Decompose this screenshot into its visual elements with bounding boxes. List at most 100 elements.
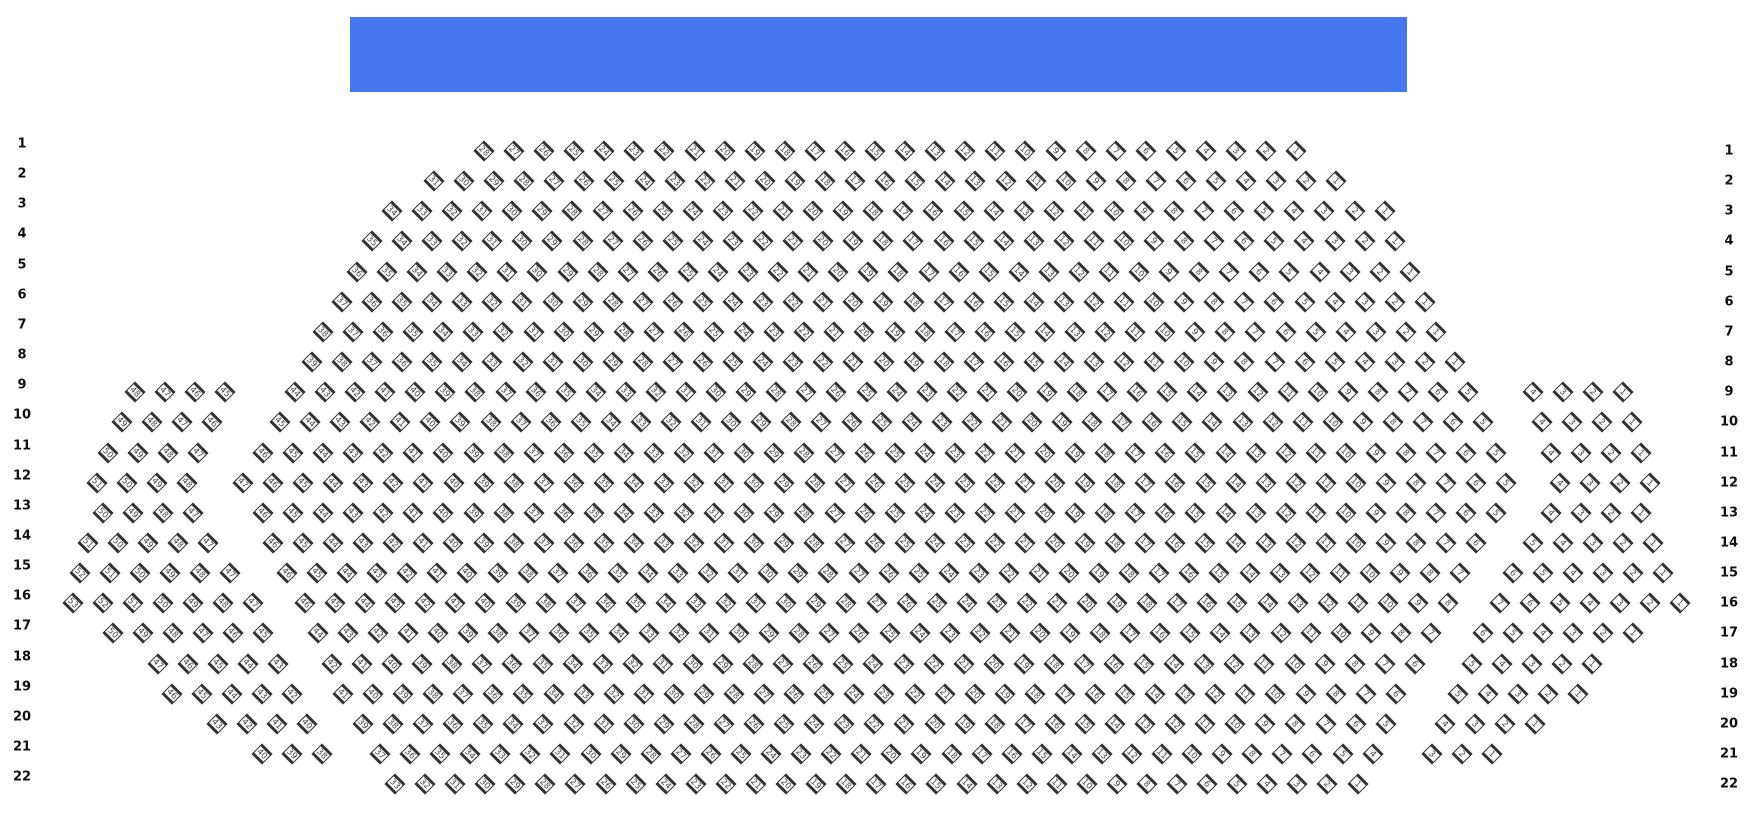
seat[interactable]: 46 xyxy=(294,592,316,614)
seat[interactable]: 2 xyxy=(1639,592,1661,614)
seat[interactable]: 39 xyxy=(449,411,472,433)
seat[interactable]: 34 xyxy=(655,592,677,614)
seat[interactable]: 20 xyxy=(923,713,946,735)
seat[interactable]: 4 xyxy=(1195,140,1217,162)
seat[interactable]: 26 xyxy=(594,773,617,795)
seat[interactable]: 34 xyxy=(613,441,635,464)
seat[interactable]: 22 xyxy=(715,773,737,795)
seat[interactable]: 53 xyxy=(62,592,84,614)
seat[interactable]: 7 xyxy=(1425,502,1447,524)
seat[interactable]: 45 xyxy=(252,622,274,644)
seat[interactable]: 43 xyxy=(342,441,364,464)
seat[interactable]: 16 xyxy=(1044,713,1066,735)
seat[interactable]: 25 xyxy=(870,411,893,433)
seat[interactable]: 22 xyxy=(974,502,996,524)
seat[interactable]: 7 xyxy=(1355,683,1377,705)
seat[interactable]: 8 xyxy=(1344,652,1366,675)
seat[interactable]: 8 xyxy=(1390,622,1412,644)
seat[interactable]: 1 xyxy=(1567,683,1589,705)
seat[interactable]: 4 xyxy=(1549,472,1571,494)
seat[interactable]: 46 xyxy=(177,652,199,675)
seat[interactable]: 1 xyxy=(1524,713,1546,735)
seat[interactable]: 24 xyxy=(692,230,714,253)
seat[interactable]: 43 xyxy=(352,532,374,554)
seat[interactable]: 3 xyxy=(1354,291,1376,313)
seat[interactable]: 29 xyxy=(805,592,827,614)
seat[interactable]: 21 xyxy=(724,170,746,192)
seat[interactable]: 3 xyxy=(1421,743,1443,765)
seat[interactable]: 32 xyxy=(683,472,705,494)
seat[interactable]: 5 xyxy=(1253,200,1275,222)
seat[interactable]: 3 xyxy=(1579,472,1601,494)
seat[interactable]: 18 xyxy=(1089,622,1111,644)
seat[interactable]: 22 xyxy=(812,351,834,373)
seat[interactable]: 3 xyxy=(1521,652,1543,675)
seat[interactable]: 4 xyxy=(1235,170,1257,192)
seat[interactable]: 38 xyxy=(464,381,487,403)
seat[interactable]: 25 xyxy=(908,562,930,584)
seat[interactable]: 5 xyxy=(1485,502,1507,524)
seat[interactable]: 10 xyxy=(1055,170,1077,192)
seat[interactable]: 11 xyxy=(1143,351,1165,373)
seat[interactable]: 36 xyxy=(563,532,585,554)
seat[interactable]: 34 xyxy=(613,502,635,524)
seat[interactable]: 5 xyxy=(1324,351,1346,373)
seat[interactable]: 35 xyxy=(472,713,494,735)
seat[interactable]: 1 xyxy=(1399,260,1421,283)
seat[interactable]: 29 xyxy=(763,441,785,464)
seat[interactable]: 34 xyxy=(381,200,403,222)
seat[interactable]: 21 xyxy=(1014,472,1036,494)
seat[interactable]: 36 xyxy=(391,351,413,373)
seat[interactable]: 14 xyxy=(1214,502,1237,524)
seat[interactable]: 14 xyxy=(1224,532,1247,554)
seat[interactable]: 13 xyxy=(1038,260,1060,283)
seat[interactable]: 35 xyxy=(555,381,577,403)
seat[interactable]: 6 xyxy=(1196,773,1218,795)
seat[interactable]: 6 xyxy=(1427,381,1449,403)
seat[interactable]: 8 xyxy=(1074,140,1097,162)
seat[interactable]: 9 xyxy=(1360,622,1382,644)
seat[interactable]: 37 xyxy=(533,472,555,494)
seat[interactable]: 44 xyxy=(284,381,306,403)
seat[interactable]: 12 xyxy=(1262,411,1284,433)
seat[interactable]: 31 xyxy=(542,351,564,373)
seat[interactable]: 5 xyxy=(1461,652,1483,675)
seat[interactable]: 39 xyxy=(301,351,323,373)
seat[interactable]: 24 xyxy=(655,773,677,795)
seat[interactable]: 23 xyxy=(712,200,734,222)
seat[interactable]: 20 xyxy=(812,230,834,253)
seat[interactable]: 42 xyxy=(321,652,343,675)
seat[interactable]: 4 xyxy=(1532,622,1554,644)
seat[interactable]: 19 xyxy=(1013,652,1035,675)
seat[interactable]: 37 xyxy=(510,411,532,433)
seat[interactable]: 7 xyxy=(1397,381,1419,403)
seat[interactable]: 11 xyxy=(1234,683,1256,705)
seat[interactable]: 13 xyxy=(1023,230,1045,253)
seat[interactable]: 4 xyxy=(1579,592,1601,614)
seat[interactable]: 25 xyxy=(703,321,725,343)
seat[interactable]: 41 xyxy=(389,411,411,433)
seat[interactable]: 36 xyxy=(595,592,617,614)
seat[interactable]: 21 xyxy=(745,773,767,795)
seat[interactable]: 36 xyxy=(525,381,547,403)
seat[interactable]: 28 xyxy=(803,472,826,494)
seat[interactable]: 14 xyxy=(1256,592,1279,614)
seat[interactable]: 42 xyxy=(359,411,381,433)
seat[interactable]: 9 xyxy=(1203,351,1225,373)
seat[interactable]: 42 xyxy=(396,562,418,584)
seat[interactable]: 8 xyxy=(1395,441,1417,464)
seat[interactable]: 15 xyxy=(864,140,886,162)
seat[interactable]: 16 xyxy=(1084,683,1106,705)
seat[interactable]: 3 xyxy=(1265,170,1287,192)
seat[interactable]: 12 xyxy=(1285,472,1307,494)
seat[interactable]: 24 xyxy=(843,683,865,705)
seat[interactable]: 8 xyxy=(1284,713,1307,735)
seat[interactable]: 9 xyxy=(1143,230,1165,253)
seat[interactable]: 21 xyxy=(933,683,956,705)
seat[interactable]: 43 xyxy=(314,381,336,403)
seat[interactable]: 44 xyxy=(221,683,243,705)
seat[interactable]: 7 xyxy=(1244,321,1267,343)
seat[interactable]: 5 xyxy=(1457,381,1479,403)
seat[interactable]: 34 xyxy=(432,321,454,343)
seat[interactable]: 46 xyxy=(161,683,183,705)
